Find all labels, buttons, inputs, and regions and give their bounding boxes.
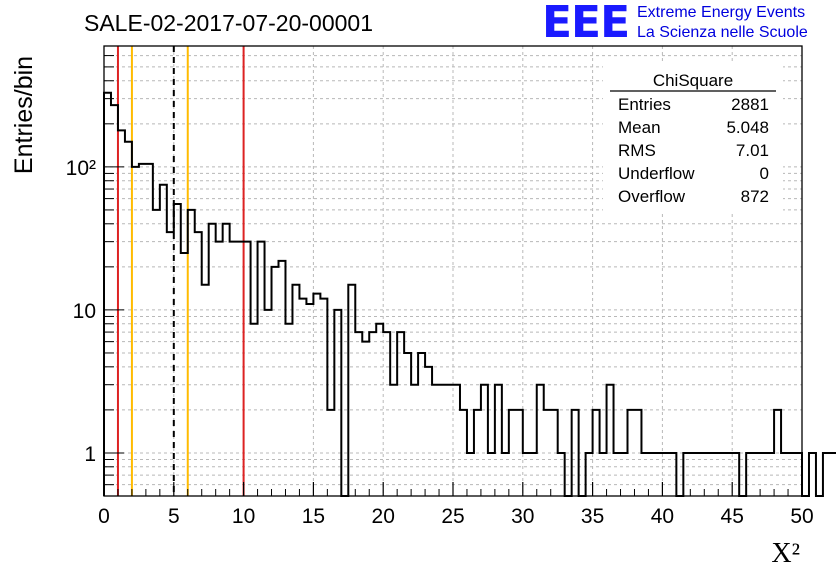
stats-row-value: 7.01: [736, 141, 769, 160]
x-tick-label: 20: [372, 505, 395, 528]
x-tick-label: 15: [302, 505, 325, 528]
stats-rows: Entries 2881 Mean 5.048 RMS 7.01 Underflow 0 Ove…: [618, 95, 769, 206]
x-tick-label: 35: [581, 505, 604, 528]
page-title: SALE-02-2017-07-20-00001: [84, 10, 373, 36]
stats-row-value: 872: [741, 187, 769, 206]
histogram-line: [103, 91, 836, 497]
histogram-bars: [103, 91, 836, 497]
stats-box: ChiSquare Entries 2881 Mean 5.048 RMS 7.01 Und…: [603, 62, 783, 212]
stats-row-label: Mean: [618, 118, 661, 137]
stats-title: ChiSquare: [653, 71, 733, 90]
y-axis-label: Entries/bin: [10, 56, 38, 174]
stats-row-value: 2881: [731, 95, 769, 114]
axis-ticks: [103, 45, 803, 497]
reference-lines: [116, 46, 245, 496]
tick-labels: 0 5 10 15 20 25 30 35 40 45 50 1 10 10²: [66, 157, 814, 528]
brand-line-2: La Scienza nelle Scuole: [637, 24, 808, 41]
x-tick-label: 25: [441, 505, 464, 528]
x-tick-label: 0: [98, 505, 110, 528]
stats-row-value: 0: [760, 164, 769, 183]
y-tick-label: 10²: [66, 157, 96, 180]
y-tick-label: 10: [73, 300, 96, 323]
x-tick-label: 5: [168, 505, 180, 528]
stats-row-label: Underflow: [618, 164, 695, 183]
stats-row-label: RMS: [618, 141, 656, 160]
stats-row-value: 5.048: [726, 118, 769, 137]
stats-row-label: Overflow: [618, 187, 686, 206]
x-tick-label: 40: [651, 505, 674, 528]
eee-logo: EEE: [542, 0, 630, 48]
x-tick-label: 50: [790, 505, 813, 528]
stats-row-label: Entries: [618, 95, 671, 114]
x-axis-label: X²: [771, 538, 800, 569]
y-tick-label: 1: [84, 443, 96, 466]
x-tick-label: 10: [232, 505, 255, 528]
x-tick-label: 30: [511, 505, 534, 528]
x-tick-label: 45: [721, 505, 744, 528]
brand-line-1: Extreme Energy Events: [637, 4, 806, 21]
